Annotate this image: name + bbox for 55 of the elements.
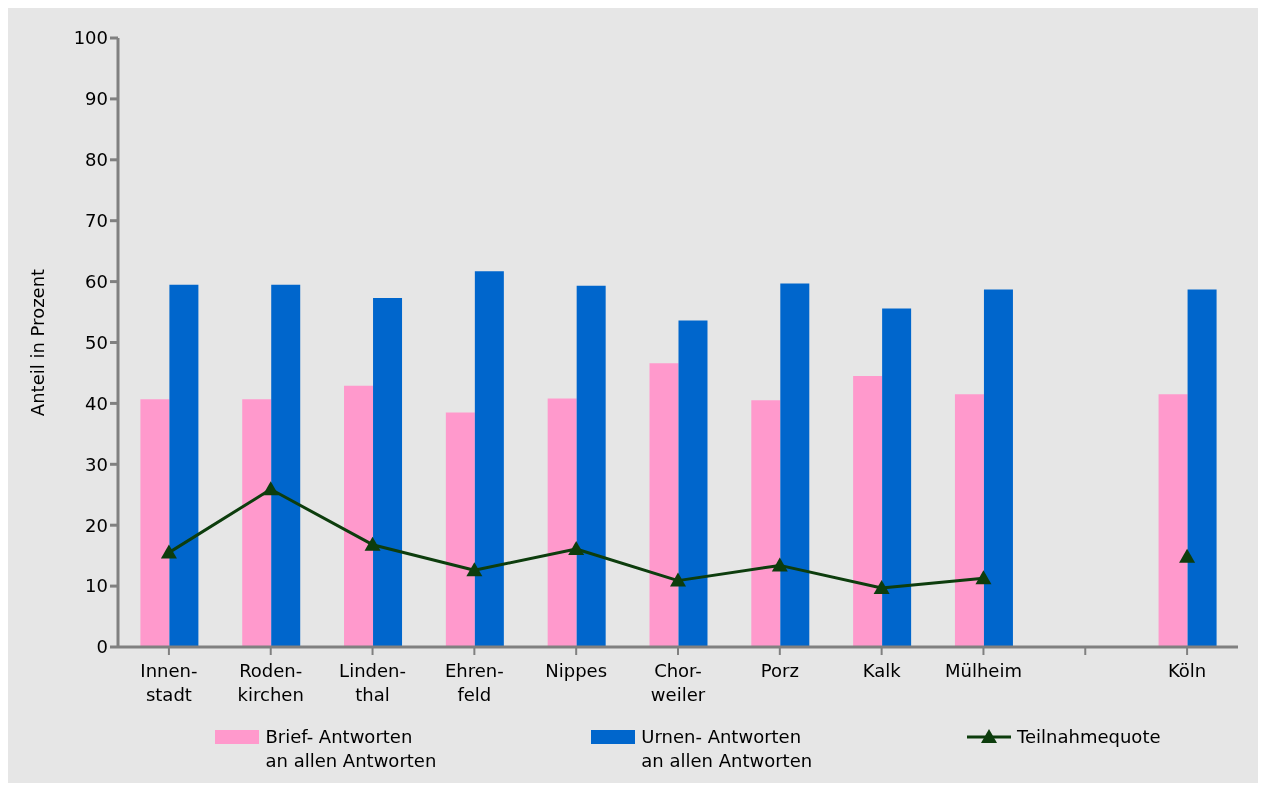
point [1179,548,1196,563]
x-tick-label: Mülheim [944,660,1022,681]
bar [649,363,679,647]
point [568,540,585,555]
bar [547,398,577,647]
point [873,579,890,594]
x-tick-label: Ehren- feld [444,660,504,705]
x-tick-label: Köln [1167,660,1207,681]
bar [751,400,781,647]
bar [344,385,374,647]
point [466,562,483,577]
y-tick-label: 60 [85,270,108,292]
x-tick-label: Porz [760,660,799,681]
point [670,572,686,587]
bar [576,285,606,647]
bar [1158,394,1188,647]
x-tick-label: Roden- kirchen [237,660,304,705]
y-tick-label: 0 [96,636,108,658]
y-tick-label: 20 [85,514,108,536]
bar [169,284,199,647]
bar [140,399,170,647]
y-tick-label: 30 [85,453,108,475]
legend-label: Teilnahmequote [1017,725,1161,749]
y-tick-label: 10 [85,575,108,597]
bar [242,399,272,647]
bar [853,376,883,647]
bar [983,289,1013,647]
bar [373,298,403,647]
bar [271,284,301,647]
y-tick-label: 40 [85,392,108,414]
bar [678,320,708,647]
point [975,570,992,585]
bar [780,283,810,647]
bar [1187,289,1217,647]
y-tick-label: 100 [73,27,108,49]
x-tick-label: Kalk [862,660,902,681]
bar [954,394,984,647]
x-tick-label: Innen- stadt [140,660,198,705]
x-tick-label: Chor- weiler [650,660,706,705]
y-tick-label: 90 [85,88,108,110]
point [771,557,788,572]
bar [445,412,475,647]
bar [474,271,504,647]
x-tick-label: Linden- thal [339,660,406,705]
y-axis-title: Anteil in Prozent [27,268,49,417]
bar [882,308,912,647]
y-tick-label: 80 [85,149,108,171]
point [160,544,177,559]
y-tick-label: 50 [85,331,108,353]
y-tick-label: 70 [85,210,108,232]
legend-label: Brief- Antworten an allen Antworten [265,725,437,773]
x-tick-label: Nippes [545,660,608,681]
point [364,536,381,551]
point [262,481,279,496]
legend-label: Urnen- Antworten an allen Antworten [641,725,813,773]
